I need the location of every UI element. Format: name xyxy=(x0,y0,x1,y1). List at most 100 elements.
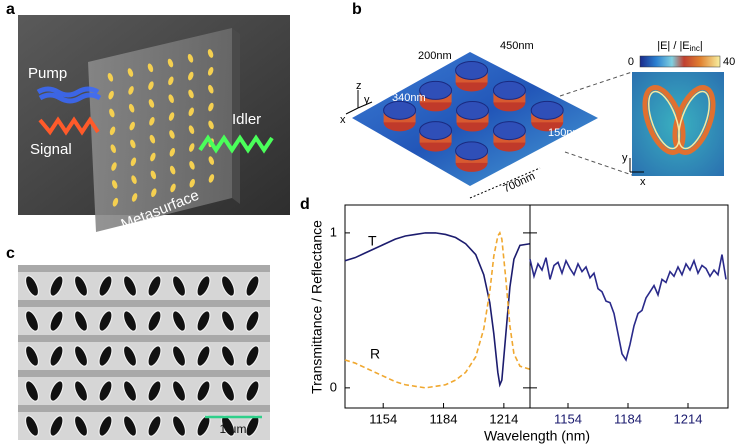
colorbar-title-part: | xyxy=(700,40,703,52)
nanostructure xyxy=(129,121,135,131)
nanostructure xyxy=(207,49,214,58)
nanostructure xyxy=(109,108,115,118)
nanostructure xyxy=(189,143,195,152)
sem-hole xyxy=(220,275,236,297)
sem-hole xyxy=(220,310,236,332)
nanostructure xyxy=(112,197,119,207)
nanostructure xyxy=(111,162,117,171)
nanostructure xyxy=(149,134,156,144)
sem-hole xyxy=(171,275,187,297)
nanostructure xyxy=(131,193,138,202)
sem-hole xyxy=(245,380,260,402)
legend-label: T xyxy=(368,233,377,249)
idler-label: Idler xyxy=(232,111,261,128)
y-tick-label: 0 xyxy=(330,379,337,394)
nanostructure xyxy=(109,126,116,136)
pillar-top xyxy=(492,80,526,100)
x-tick-label: 1214 xyxy=(489,411,518,426)
nanostructure xyxy=(207,67,214,76)
sem-hole xyxy=(98,415,113,437)
signal-beam xyxy=(38,116,100,136)
nanostructure xyxy=(168,112,175,121)
nanostructure xyxy=(169,165,176,175)
pillar-top xyxy=(455,141,489,161)
sem-hole xyxy=(171,415,187,437)
sem-hole xyxy=(98,380,113,402)
sem-hole xyxy=(73,275,89,297)
sem-hole xyxy=(147,310,162,332)
dimension: 340nm xyxy=(392,92,426,104)
panel-label: d xyxy=(300,196,310,213)
sem-hole xyxy=(245,310,260,332)
x-tick-label: 1154 xyxy=(554,411,582,426)
nanostructure xyxy=(128,103,135,113)
sem-hole xyxy=(171,345,187,367)
colorbar-title-part: |E| / |E xyxy=(657,40,689,52)
sem-hole xyxy=(122,380,138,402)
series-line xyxy=(529,254,727,362)
sem-hole xyxy=(24,275,40,297)
sem-hole xyxy=(24,380,40,402)
plate-edge xyxy=(232,28,240,204)
nanostructure xyxy=(208,174,215,183)
nanostructure xyxy=(169,147,176,157)
signal-label: Signal xyxy=(30,141,72,158)
pillar-top xyxy=(419,80,453,100)
sem-hole xyxy=(49,275,64,297)
sem-hole xyxy=(196,310,211,332)
series-line xyxy=(344,231,531,389)
series-line xyxy=(344,232,531,388)
sem-hole xyxy=(122,275,138,297)
sem-hole xyxy=(49,380,64,402)
pump-beam xyxy=(36,86,102,104)
nanostructure xyxy=(168,94,174,104)
scale-bar-label: 1 μm xyxy=(220,422,247,436)
nanostructure xyxy=(127,68,134,77)
colorbar-tick: 0 xyxy=(628,56,634,68)
nanostructure xyxy=(170,183,176,193)
dimension: 450nm xyxy=(500,40,534,52)
sem-hole xyxy=(49,415,64,437)
sem-hole xyxy=(122,415,138,437)
nanostructure xyxy=(189,161,195,170)
pillar-top xyxy=(455,60,489,80)
colorbar-tick: 40 xyxy=(723,56,735,68)
axis-z: z xyxy=(356,80,362,92)
sem-hole xyxy=(147,380,162,402)
nanostructure xyxy=(151,188,157,198)
sem-hole xyxy=(196,345,211,367)
sem-hole xyxy=(49,345,64,367)
field-map-hotspots xyxy=(642,85,716,155)
nanostructure xyxy=(108,90,114,100)
zoom-line xyxy=(559,71,633,97)
pillar-top xyxy=(530,100,564,120)
sem-hole xyxy=(98,310,113,332)
nanostructure xyxy=(208,102,214,112)
axis-y: y xyxy=(364,94,370,106)
x-tick-label: 1184 xyxy=(430,411,458,426)
nanostructure xyxy=(168,76,174,86)
sem-hole xyxy=(147,415,162,437)
pump-label: Pump xyxy=(28,65,67,82)
axis-x: x xyxy=(340,114,346,126)
x-tick-label: 1154 xyxy=(369,411,397,426)
idler-beam xyxy=(198,134,274,154)
nanostructure xyxy=(107,72,114,82)
nanostructure xyxy=(167,58,174,68)
nanostructure xyxy=(150,170,157,180)
sem-hole xyxy=(245,345,260,367)
nanostructure xyxy=(208,120,214,130)
x-axis-label: Wavelength (nm) xyxy=(484,428,590,444)
sem-hole xyxy=(147,275,162,297)
sem-hole xyxy=(171,380,187,402)
dimension-arrow xyxy=(469,167,541,199)
nanostructure xyxy=(131,175,137,184)
panel-label: c xyxy=(6,245,15,262)
plot-frame xyxy=(529,204,729,409)
colorbar xyxy=(639,55,721,68)
nanostructure xyxy=(188,107,194,117)
pillar-top xyxy=(492,121,526,141)
nanostructure xyxy=(189,178,195,188)
sem-hole xyxy=(220,380,236,402)
